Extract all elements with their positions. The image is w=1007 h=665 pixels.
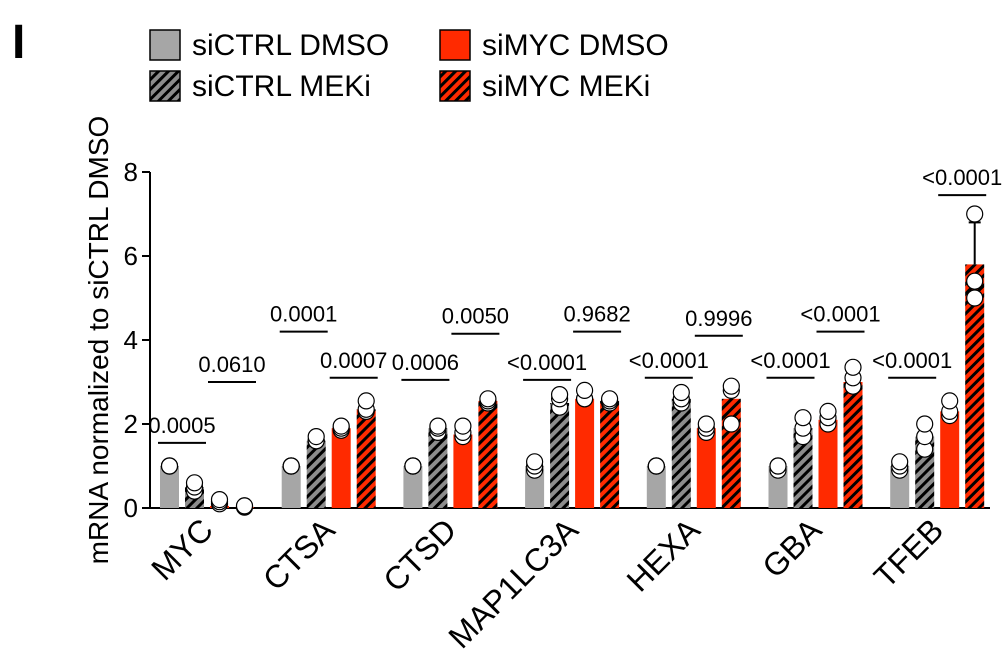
panel-label: I — [12, 16, 25, 69]
data-point — [844, 358, 862, 376]
data-point — [550, 386, 569, 404]
p-value: <0.0001 — [750, 348, 830, 373]
bar — [575, 398, 595, 508]
data-point — [916, 415, 934, 433]
legend-label: siMYC DMSO — [482, 29, 669, 62]
p-value: 0.9682 — [563, 302, 630, 327]
data-point — [332, 417, 350, 435]
data-point — [697, 415, 715, 433]
bar — [281, 466, 301, 508]
bar — [671, 398, 691, 508]
data-point — [722, 377, 740, 395]
x-tick-label: TFEB — [867, 511, 950, 594]
bar — [160, 466, 179, 508]
y-tick-label: 8 — [124, 157, 138, 187]
legend-label: siCTRL MEKi — [192, 70, 371, 103]
data-point — [235, 497, 254, 515]
p-value: <0.0001 — [507, 350, 587, 375]
y-tick-label: 0 — [124, 493, 138, 523]
bar — [331, 428, 351, 508]
p-value: <0.0001 — [922, 165, 1002, 190]
p-value: 0.0006 — [392, 350, 459, 375]
data-point — [966, 205, 984, 223]
legend-swatch — [439, 70, 471, 102]
p-value: <0.0001 — [872, 348, 952, 373]
bar — [478, 400, 498, 508]
data-point — [454, 417, 472, 435]
data-point — [575, 381, 594, 399]
y-tick-label: 6 — [124, 241, 138, 271]
data-point — [941, 392, 959, 410]
data-point — [282, 457, 300, 475]
x-tick-label: MAP1LC3A — [441, 511, 585, 655]
y-tick-label: 2 — [124, 409, 138, 439]
data-point — [185, 474, 204, 492]
data-point — [794, 409, 812, 427]
legend-swatch — [149, 70, 181, 102]
bar — [600, 400, 620, 508]
data-point — [672, 383, 690, 402]
data-point — [357, 392, 375, 410]
data-point — [160, 457, 179, 475]
data-point — [404, 457, 422, 475]
bar — [356, 409, 376, 508]
p-value: 0.9996 — [685, 306, 752, 331]
data-point — [479, 390, 497, 408]
bar — [453, 434, 473, 508]
p-value: <0.0001 — [800, 302, 880, 327]
bar — [306, 440, 326, 508]
data-point — [819, 402, 837, 420]
x-tick-label: GBA — [755, 511, 829, 585]
x-tick-label: HEXA — [620, 511, 708, 599]
data-point — [210, 491, 229, 509]
bar — [843, 382, 863, 508]
x-tick-label: MYC — [144, 511, 220, 587]
legend-swatch — [439, 29, 471, 61]
data-point — [525, 453, 544, 471]
data-point — [647, 457, 665, 475]
bar — [646, 466, 666, 508]
data-point — [769, 457, 787, 475]
p-value: 0.0610 — [198, 352, 265, 377]
bar — [403, 466, 423, 508]
y-tick-label: 4 — [124, 325, 138, 355]
legend-label: siCTRL DMSO — [192, 29, 389, 62]
data-point — [966, 289, 984, 307]
bar — [721, 398, 741, 508]
p-value: <0.0001 — [629, 348, 709, 373]
legend-swatch — [149, 29, 181, 61]
data-point — [966, 272, 984, 290]
bar — [696, 428, 716, 508]
bar — [793, 428, 813, 508]
p-value: 0.0001 — [270, 302, 337, 327]
x-tick-label: CTSA — [256, 511, 342, 597]
x-tick-label: CTSD — [376, 511, 463, 598]
bar — [940, 411, 960, 508]
data-point — [600, 390, 619, 408]
p-value: 0.0050 — [442, 304, 509, 329]
data-point — [891, 453, 909, 471]
data-point — [307, 428, 325, 446]
bar — [965, 264, 985, 508]
data-point — [722, 415, 740, 433]
y-axis-label: mRNA normalized to siCTRL DMSO — [83, 116, 114, 565]
p-value: 0.0007 — [320, 348, 387, 373]
bar — [818, 419, 838, 508]
data-point — [429, 417, 447, 435]
p-value: 0.0005 — [148, 413, 215, 438]
bar — [428, 428, 448, 508]
legend-label: siMYC MEKi — [482, 70, 650, 103]
bar — [550, 403, 570, 508]
